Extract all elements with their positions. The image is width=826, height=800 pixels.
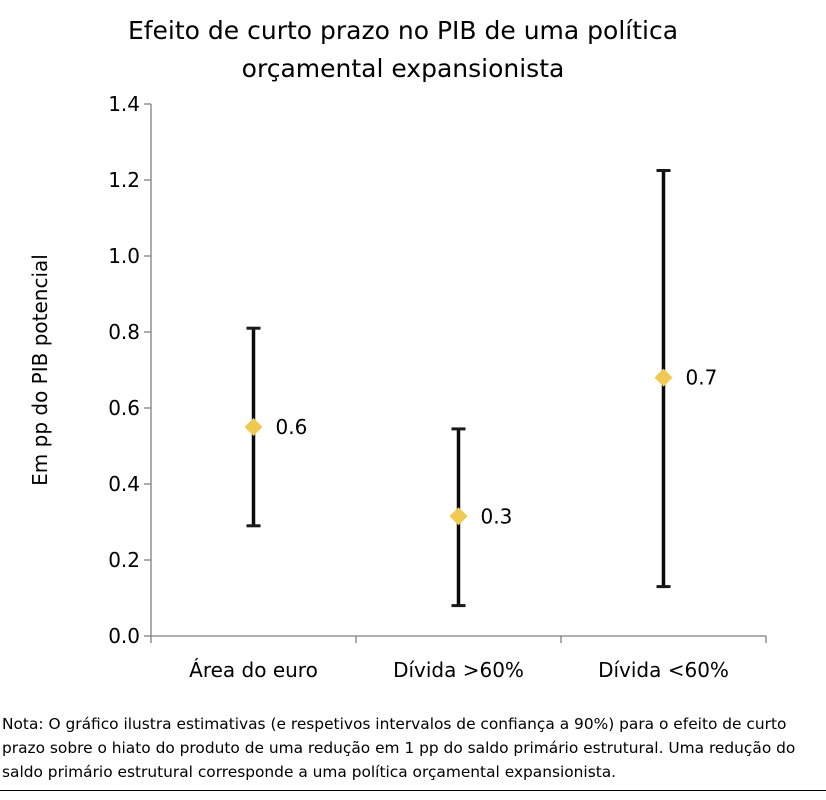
estimate-marker xyxy=(654,368,673,387)
y-tick-label: 0.8 xyxy=(108,320,140,344)
chart: Efeito de curto prazo no PIB de uma polí… xyxy=(28,16,767,682)
y-ticks: 0.0 0.2 0.4 0.6 0.8 1.0 1.2 1.4 xyxy=(108,92,151,648)
y-tick-label: 1.2 xyxy=(108,168,140,192)
data-label: 0.6 xyxy=(276,415,308,439)
y-tick-label: 0.2 xyxy=(108,548,140,572)
estimate-marker xyxy=(244,418,263,436)
chart-title-line-2: orçamental expansionista xyxy=(242,54,565,83)
y-tick-label: 1.4 xyxy=(108,92,140,116)
note-divider xyxy=(0,790,826,791)
x-category-label: Área do euro xyxy=(189,658,318,682)
x-category-label: Dívida >60% xyxy=(393,658,524,682)
data-label: 0.3 xyxy=(481,504,513,528)
y-tick-label: 0.6 xyxy=(108,396,140,420)
y-axis-label: Em pp do PIB potencial xyxy=(28,254,52,486)
chart-note: Nota: O gráfico ilustra estimativas (e r… xyxy=(2,715,796,781)
y-tick-label: 1.0 xyxy=(108,244,140,268)
chart-title-line-1: Efeito de curto prazo no PIB de uma polí… xyxy=(128,16,678,45)
x-categories: Área do euro Dívida >60% Dívida <60% xyxy=(189,658,729,682)
y-tick-label: 0.0 xyxy=(108,624,140,648)
data-label: 0.7 xyxy=(686,366,718,390)
axes xyxy=(150,104,767,643)
estimate-marker xyxy=(449,507,468,526)
y-tick-label: 0.4 xyxy=(108,472,140,496)
x-category-label: Dívida <60% xyxy=(598,658,729,682)
series: 0.6 0.3 0.7 xyxy=(244,169,718,608)
